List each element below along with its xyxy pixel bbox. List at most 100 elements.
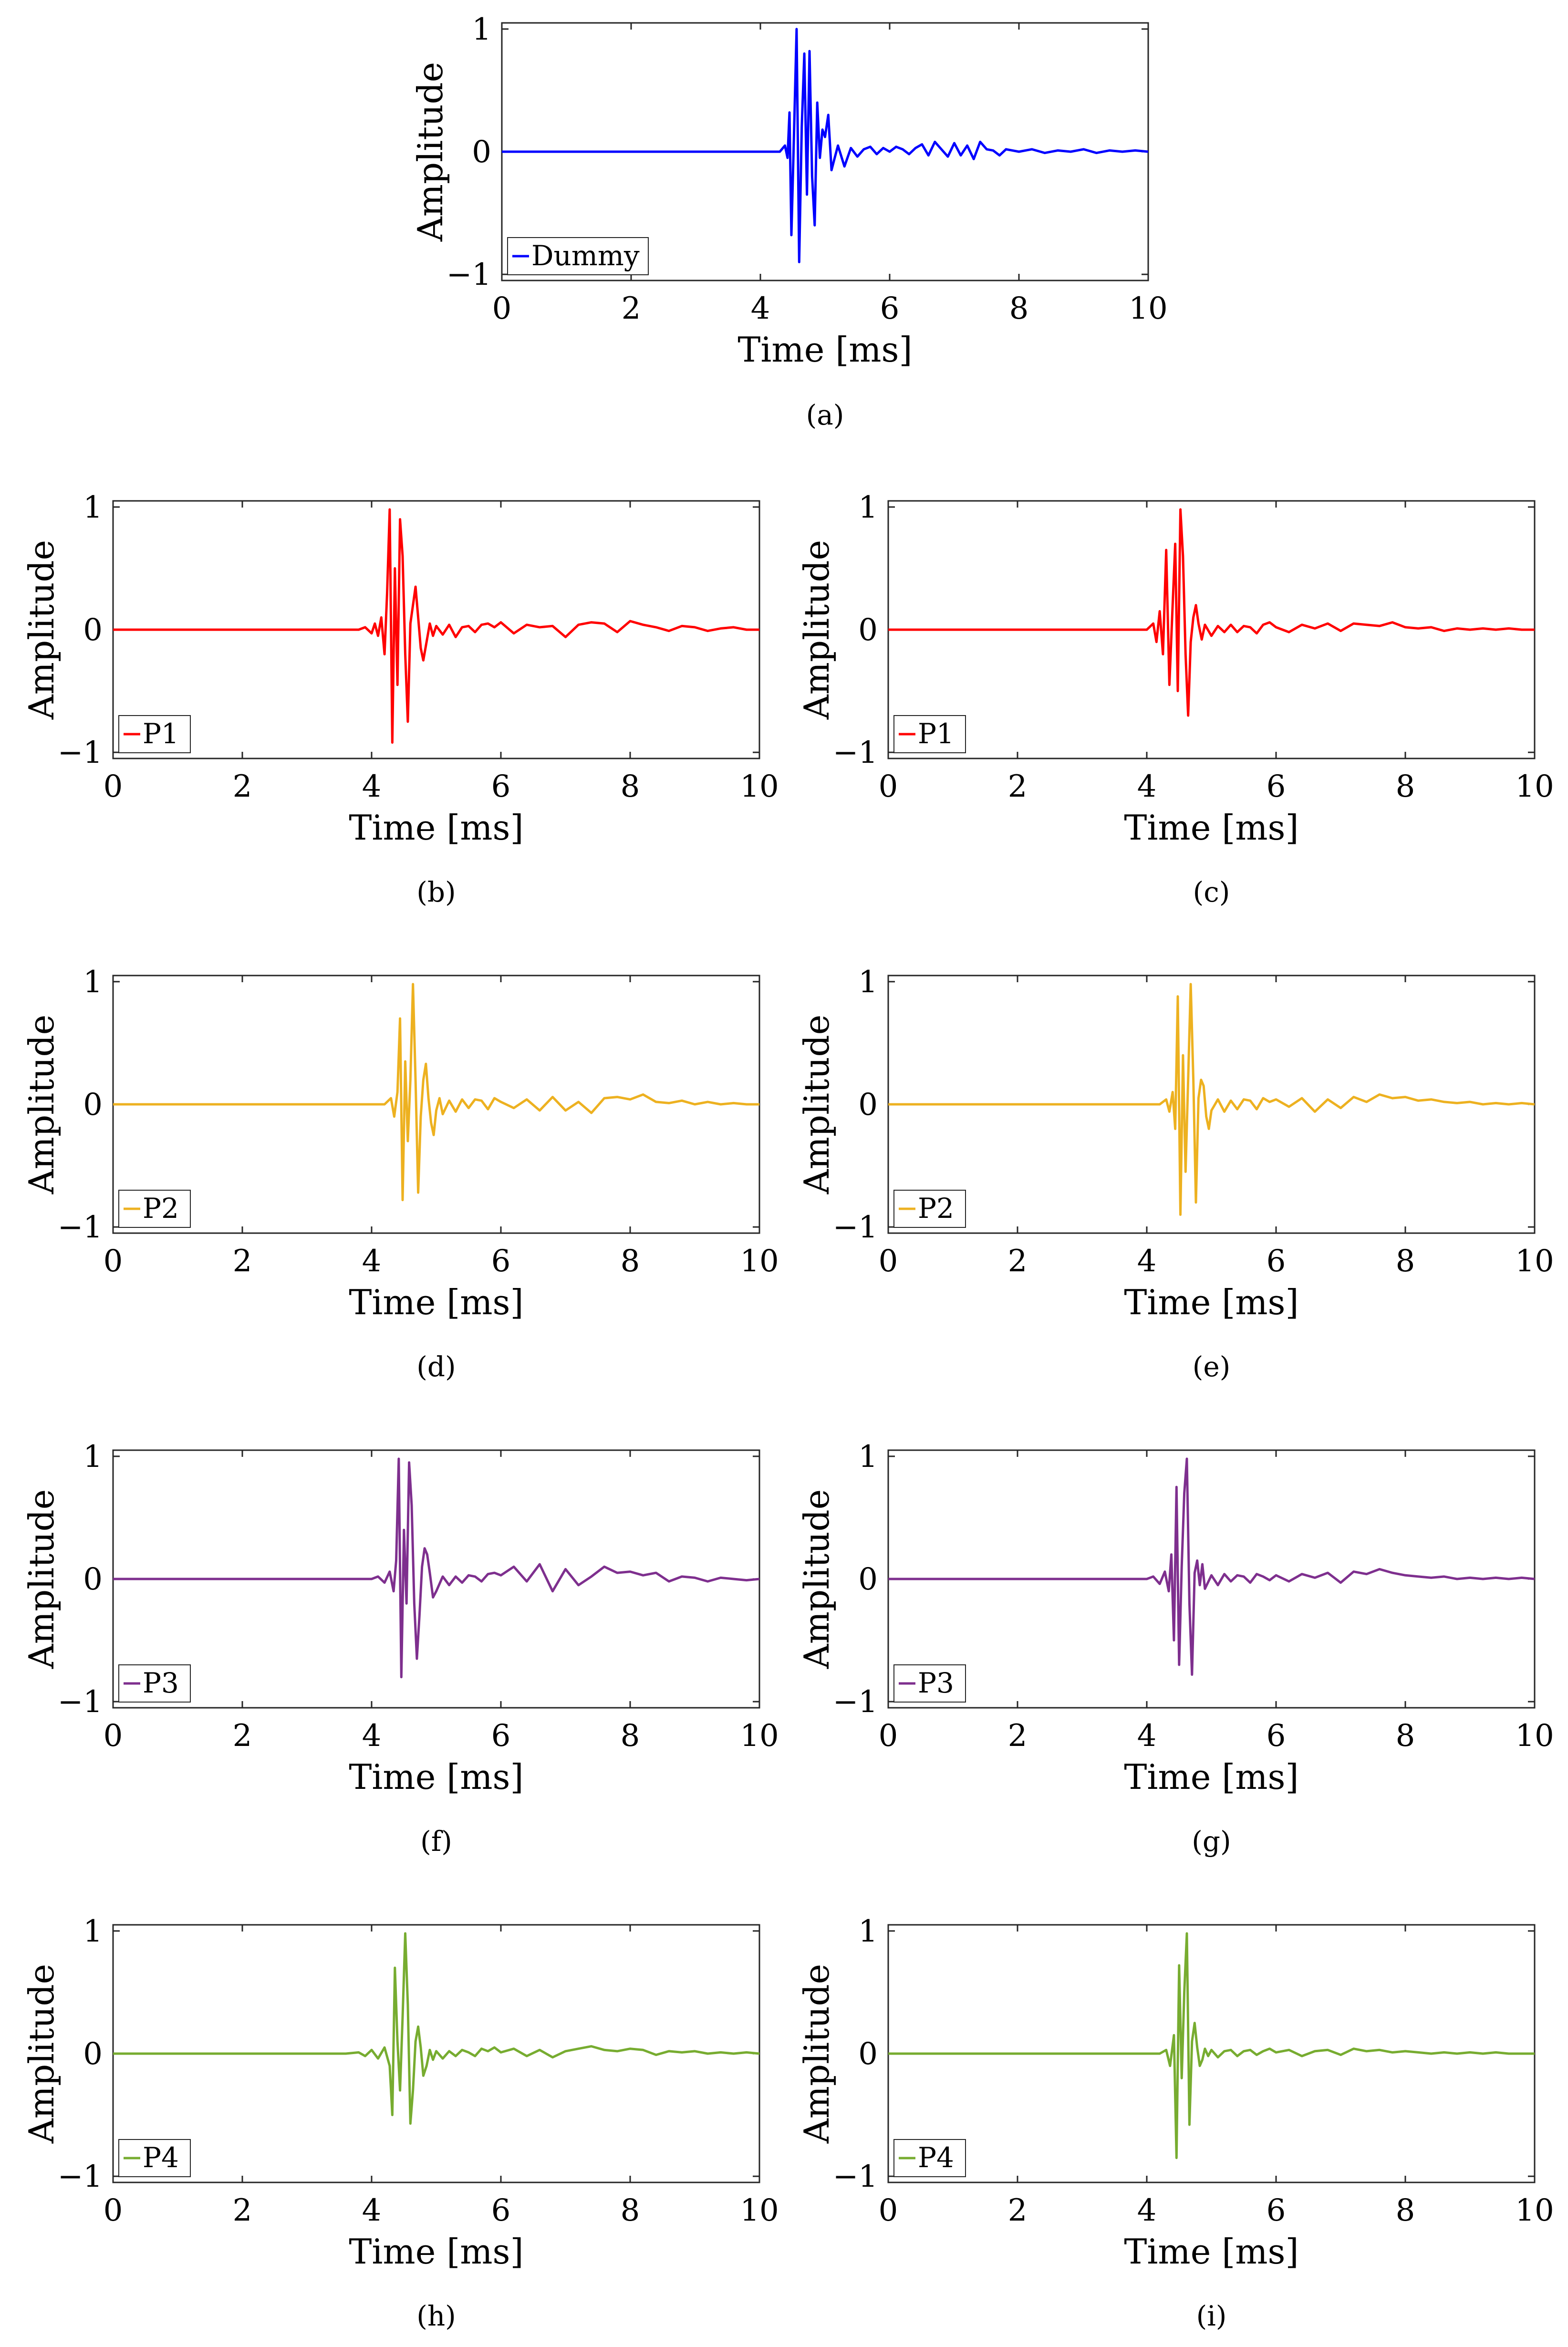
legend: P2 bbox=[893, 1190, 966, 1228]
x-tick-label: 2 bbox=[622, 291, 641, 326]
x-axis-label: Time [ms] bbox=[1124, 1282, 1298, 1322]
legend: Dummy bbox=[507, 237, 649, 275]
series-line-p2 bbox=[113, 983, 759, 1202]
panel-caption: (h) bbox=[416, 2300, 456, 2332]
x-axis-label: Time [ms] bbox=[349, 1757, 523, 1797]
legend-label: Dummy bbox=[531, 239, 640, 272]
legend-label: P3 bbox=[143, 1667, 179, 1699]
series-line-p3 bbox=[113, 1457, 759, 1679]
x-tick-label: 6 bbox=[491, 1244, 511, 1279]
x-tick-label: 4 bbox=[362, 2193, 382, 2228]
y-tick-label: 0 bbox=[83, 2036, 103, 2072]
y-tick-label: −1 bbox=[447, 257, 491, 292]
x-tick-label: 10 bbox=[1515, 1718, 1554, 1754]
x-tick-label: 10 bbox=[740, 769, 779, 804]
x-tick-label: 2 bbox=[1008, 1718, 1028, 1754]
legend: P1 bbox=[118, 715, 191, 753]
y-tick-label: 1 bbox=[858, 490, 878, 525]
x-tick-label: 6 bbox=[1267, 1718, 1286, 1754]
x-tick-label: 2 bbox=[233, 2193, 252, 2228]
x-tick-label: 8 bbox=[621, 769, 640, 804]
x-tick-label: 4 bbox=[1137, 1718, 1157, 1754]
legend: P4 bbox=[893, 2139, 966, 2177]
y-tick-label: 1 bbox=[83, 490, 103, 525]
series-line-p4 bbox=[113, 1932, 759, 2125]
x-tick-label: 2 bbox=[233, 1718, 252, 1754]
legend-label: P2 bbox=[143, 1192, 179, 1225]
x-tick-label: 6 bbox=[491, 1718, 511, 1754]
x-tick-label: 6 bbox=[880, 291, 900, 326]
x-tick-label: 0 bbox=[104, 1718, 123, 1754]
x-tick-label: 10 bbox=[1515, 2193, 1554, 2228]
x-tick-label: 2 bbox=[1008, 1244, 1028, 1279]
x-axis-label: Time [ms] bbox=[737, 330, 912, 370]
x-tick-label: 10 bbox=[1515, 1244, 1554, 1279]
x-tick-label: 4 bbox=[362, 1244, 382, 1279]
legend: P3 bbox=[893, 1664, 966, 1703]
y-tick-label: 1 bbox=[83, 1914, 103, 1949]
y-axis-label: Amplitude bbox=[797, 1489, 837, 1669]
y-axis-label: Amplitude bbox=[21, 1015, 62, 1194]
x-tick-label: 0 bbox=[104, 1244, 123, 1279]
y-tick-label: 1 bbox=[858, 965, 878, 1000]
panel-caption: (f) bbox=[420, 1825, 452, 1858]
y-axis-label: Amplitude bbox=[21, 1489, 62, 1669]
x-tick-label: 6 bbox=[491, 2193, 511, 2228]
y-axis-label: Amplitude bbox=[797, 1015, 837, 1194]
legend-label: P3 bbox=[918, 1667, 954, 1699]
legend: P4 bbox=[118, 2139, 191, 2177]
x-tick-label: 4 bbox=[362, 769, 382, 804]
legend-label: P4 bbox=[143, 2141, 179, 2174]
x-tick-label: 0 bbox=[879, 1244, 898, 1279]
x-tick-label: 10 bbox=[1515, 769, 1554, 804]
x-axis-label: Time [ms] bbox=[349, 808, 523, 848]
x-tick-label: 8 bbox=[621, 1718, 640, 1754]
y-tick-label: 0 bbox=[858, 613, 878, 648]
x-tick-label: 8 bbox=[621, 1244, 640, 1279]
panel-caption: (g) bbox=[1192, 1825, 1231, 1858]
legend-box bbox=[507, 237, 649, 275]
x-axis-label: Time [ms] bbox=[349, 2232, 523, 2272]
series-line-p4 bbox=[888, 1932, 1535, 2160]
x-tick-label: 10 bbox=[740, 1244, 779, 1279]
x-tick-label: 6 bbox=[1267, 769, 1286, 804]
panel-caption: (a) bbox=[806, 399, 844, 431]
x-tick-label: 4 bbox=[1137, 1244, 1157, 1279]
x-tick-label: 4 bbox=[1137, 2193, 1157, 2228]
x-tick-label: 0 bbox=[879, 769, 898, 804]
y-axis-label: Amplitude bbox=[797, 540, 837, 720]
y-tick-label: −1 bbox=[58, 1684, 103, 1720]
x-tick-label: 8 bbox=[1396, 2193, 1415, 2228]
panel-caption: (d) bbox=[416, 1350, 456, 1383]
x-tick-label: 2 bbox=[1008, 2193, 1028, 2228]
y-tick-label: 1 bbox=[83, 965, 103, 1000]
x-tick-label: 8 bbox=[1396, 769, 1415, 804]
y-tick-label: −1 bbox=[58, 735, 103, 770]
x-axis-label: Time [ms] bbox=[1124, 808, 1298, 848]
x-axis-label: Time [ms] bbox=[1124, 2232, 1298, 2272]
y-tick-label: −1 bbox=[833, 735, 878, 770]
panel-caption: (i) bbox=[1196, 2300, 1227, 2332]
x-tick-label: 0 bbox=[879, 1718, 898, 1754]
x-tick-label: 8 bbox=[1396, 1244, 1415, 1279]
y-tick-label: −1 bbox=[58, 1210, 103, 1245]
y-axis-label: Amplitude bbox=[410, 62, 450, 242]
x-tick-label: 10 bbox=[740, 2193, 779, 2228]
legend-label: P2 bbox=[918, 1192, 954, 1225]
y-axis-label: Amplitude bbox=[21, 1964, 62, 2144]
legend-label: P1 bbox=[918, 717, 954, 750]
y-tick-label: 0 bbox=[858, 1087, 878, 1122]
series-line-dummy bbox=[502, 28, 1148, 263]
x-tick-label: 4 bbox=[751, 291, 770, 326]
y-tick-label: −1 bbox=[833, 1684, 878, 1720]
y-tick-label: 0 bbox=[472, 135, 491, 170]
y-tick-label: 1 bbox=[472, 12, 491, 47]
x-tick-label: 4 bbox=[1137, 769, 1157, 804]
y-axis-label: Amplitude bbox=[797, 1964, 837, 2144]
x-tick-label: 8 bbox=[1009, 291, 1029, 326]
